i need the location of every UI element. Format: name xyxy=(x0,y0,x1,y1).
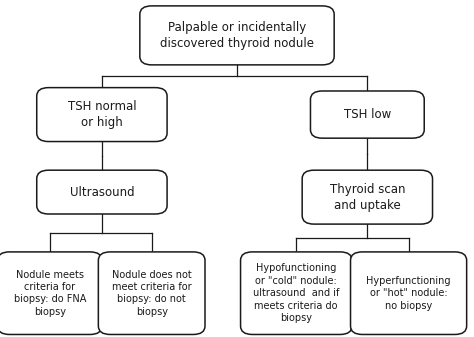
FancyBboxPatch shape xyxy=(302,170,432,224)
Text: Palpable or incidentally
discovered thyroid nodule: Palpable or incidentally discovered thyr… xyxy=(160,21,314,50)
Text: Hyperfunctioning
or "hot" nodule:
no biopsy: Hyperfunctioning or "hot" nodule: no bio… xyxy=(366,276,451,311)
FancyBboxPatch shape xyxy=(36,88,167,142)
Text: Ultrasound: Ultrasound xyxy=(70,186,134,198)
FancyBboxPatch shape xyxy=(36,170,167,214)
Text: TSH normal
or high: TSH normal or high xyxy=(68,100,136,129)
Text: Thyroid scan
and uptake: Thyroid scan and uptake xyxy=(329,183,405,212)
FancyBboxPatch shape xyxy=(99,252,205,334)
Text: Nodule meets
criteria for
biopsy: do FNA
biopsy: Nodule meets criteria for biopsy: do FNA… xyxy=(14,270,86,317)
Text: Nodule does not
meet criteria for
biopsy: do not
biopsy: Nodule does not meet criteria for biopsy… xyxy=(112,270,191,317)
FancyBboxPatch shape xyxy=(240,252,352,334)
FancyBboxPatch shape xyxy=(0,252,102,334)
Text: TSH low: TSH low xyxy=(344,108,391,121)
FancyBboxPatch shape xyxy=(350,252,466,334)
FancyBboxPatch shape xyxy=(310,91,424,138)
Text: Hypofunctioning
or "cold" nodule:
ultrasound  and if
meets criteria do
biopsy: Hypofunctioning or "cold" nodule: ultras… xyxy=(253,264,339,323)
FancyBboxPatch shape xyxy=(140,6,334,65)
